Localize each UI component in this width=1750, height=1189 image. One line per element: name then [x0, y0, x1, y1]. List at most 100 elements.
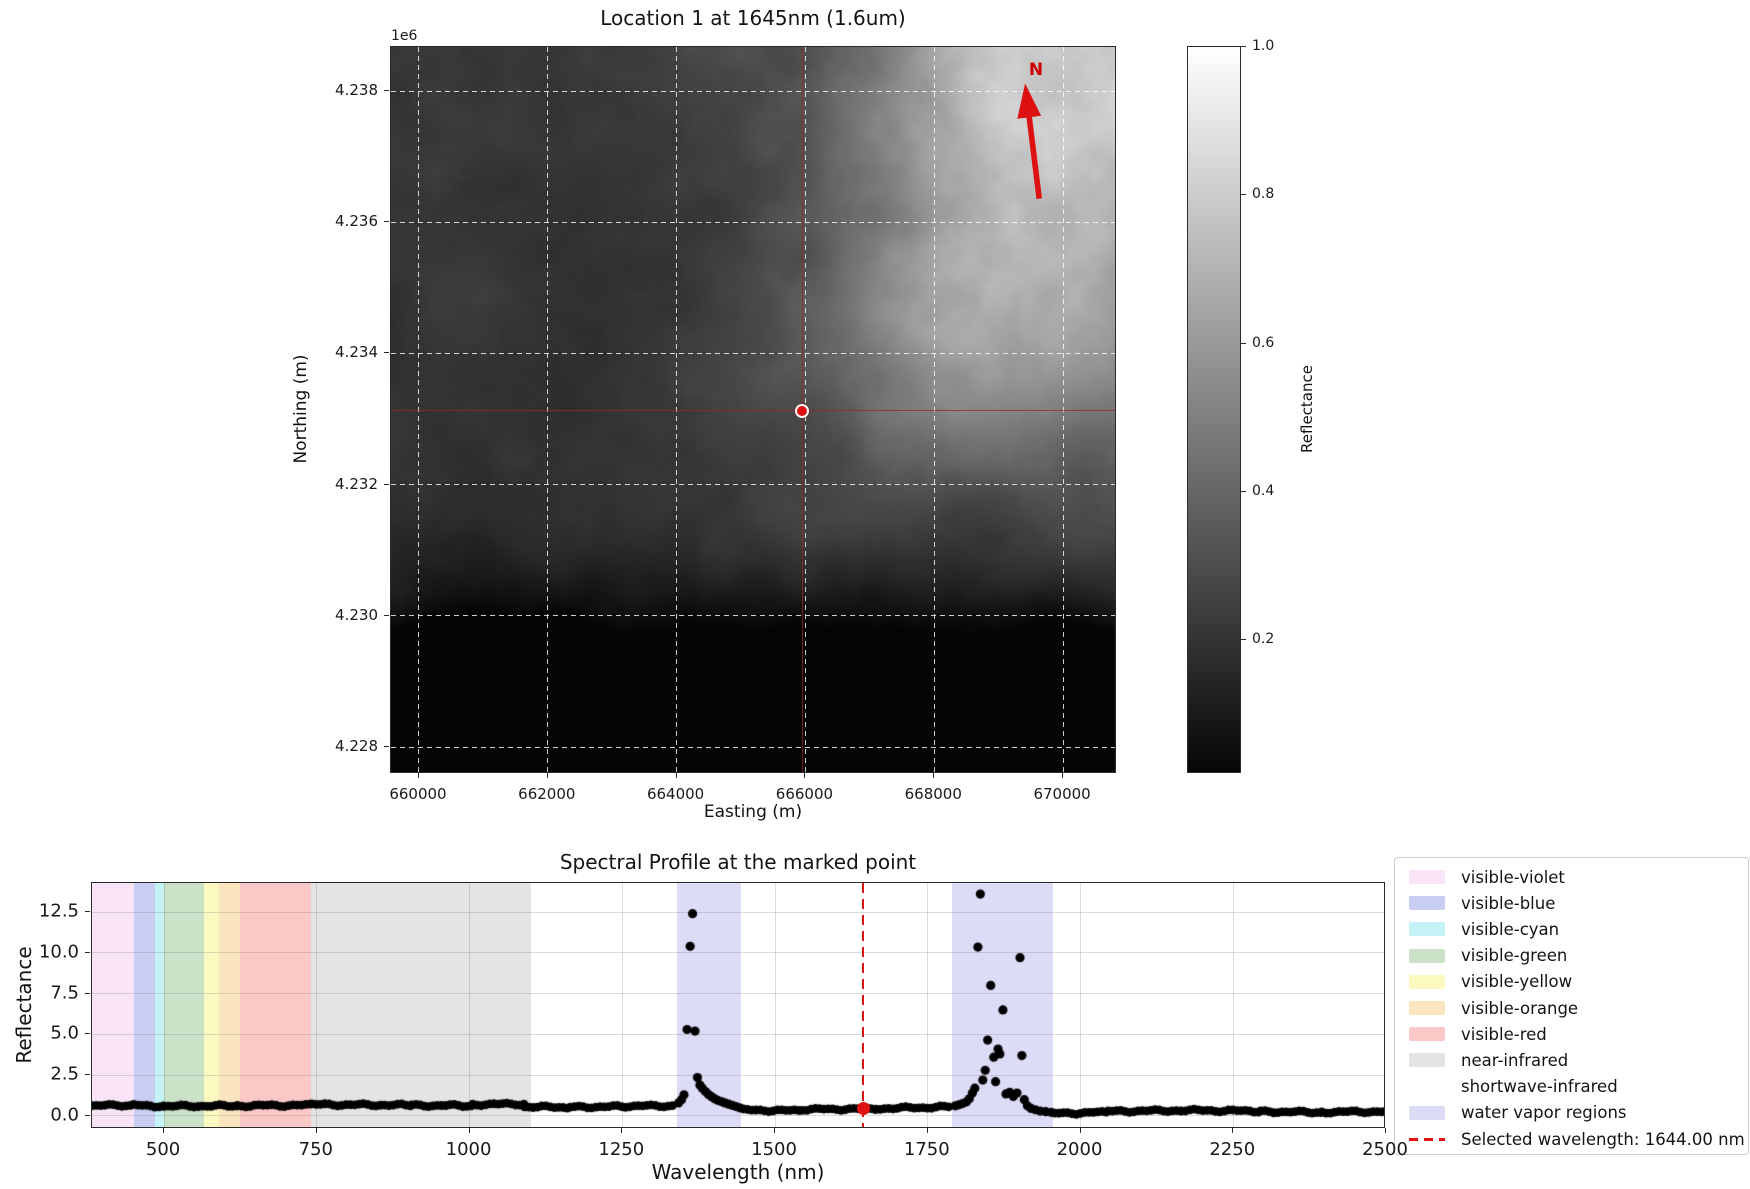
map-x-tickmark: [546, 773, 548, 778]
legend-item-label: shortwave-infrared: [1461, 1077, 1618, 1097]
grayscale-reflectance-image[interactable]: [391, 47, 1115, 772]
colorbar-tick-label: 1.0: [1252, 38, 1275, 54]
legend-color-swatch: [1409, 896, 1445, 911]
spectral-x-tickmark: [1079, 1128, 1081, 1133]
reflectance-colorbar: [1187, 46, 1241, 773]
spectral-ylabel: Reflectance: [12, 946, 36, 1064]
legend-color-swatch: [1409, 1105, 1445, 1120]
legend-item-label: near-infrared: [1461, 1050, 1569, 1070]
spectral-x-tickmark: [315, 1128, 317, 1133]
map-y-tickmark: [384, 90, 389, 92]
spectral-x-tickmark: [621, 1128, 623, 1133]
spectral-y-tickmark: [85, 1074, 90, 1076]
map-x-tickmark: [417, 773, 419, 778]
legend-item-label: visible-cyan: [1461, 919, 1560, 939]
map-y-tick-label: 4.238: [335, 81, 378, 100]
map-y-tick-label: 4.228: [335, 737, 378, 756]
legend-item: visible-red: [1409, 1023, 1547, 1045]
colorbar-label: Reflectance: [1298, 365, 1316, 453]
colorbar-tickmark: [1241, 491, 1246, 493]
spectral-plot-area[interactable]: [91, 882, 1385, 1128]
spectral-y-tick-label: 2.5: [50, 1063, 79, 1085]
map-axis-offset-label: 1e6: [391, 28, 418, 44]
legend-item-label: Selected wavelength: 1644.00 nm: [1461, 1129, 1745, 1149]
legend-color-swatch: [1409, 1001, 1445, 1015]
spectral-x-tick-label: 1750: [903, 1139, 950, 1160]
map-gridline-horizontal: [391, 221, 1115, 223]
map-x-tickmark: [675, 773, 677, 778]
spectral-y-tick-label: 10.0: [38, 941, 79, 963]
legend-item-label: visible-violet: [1461, 867, 1565, 887]
selected-wavelength-marker[interactable]: [856, 1102, 870, 1116]
map-x-tick-label: 662000: [518, 785, 576, 803]
marked-point-crosshair-horizontal: [391, 410, 1115, 411]
colorbar-tick-label: 0.8: [1252, 186, 1275, 203]
north-arrow-head: [1017, 83, 1042, 119]
legend-color-swatch: [1409, 1053, 1445, 1068]
spectral-y-tick-label: 5.0: [50, 1022, 79, 1044]
map-gridline-vertical: [676, 47, 678, 772]
map-y-tickmark: [384, 483, 389, 485]
map-gridline-vertical: [1062, 47, 1064, 772]
legend-color-swatch: [1409, 948, 1445, 963]
legend-item: visible-orange: [1409, 997, 1578, 1019]
spectral-legend: visible-violet visible-blue visible-cyan vi…: [1394, 857, 1749, 1155]
colorbar-tick-label: 0.4: [1252, 483, 1275, 500]
map-y-tickmark: [384, 221, 389, 223]
map-x-tickmark: [804, 773, 806, 778]
north-label: N: [1029, 60, 1043, 80]
map-y-tickmark: [384, 352, 389, 354]
map-image-panel[interactable]: N: [390, 46, 1116, 773]
spectral-x-tickmark: [163, 1128, 165, 1133]
legend-dashed-line-swatch: [1409, 1137, 1445, 1141]
legend-item: visible-blue: [1409, 892, 1555, 914]
legend-item-label: visible-orange: [1461, 998, 1579, 1018]
map-gridline-vertical: [418, 47, 420, 772]
map-gridline-horizontal: [391, 90, 1115, 92]
map-gridline-vertical: [933, 47, 935, 772]
map-gridline-horizontal: [391, 746, 1115, 748]
colorbar-tickmark: [1241, 194, 1246, 196]
spectral-y-tick-label: 7.5: [50, 982, 79, 1004]
legend-color-swatch: [1409, 870, 1445, 884]
spectral-x-tickmark: [926, 1128, 928, 1133]
spectral-x-tickmark: [468, 1128, 470, 1133]
spectrum-scatter-points: [92, 883, 1384, 1127]
map-gridline-vertical: [547, 47, 549, 772]
legend-item-label: visible-red: [1461, 1024, 1547, 1044]
legend-item: shortwave-infrared: [1409, 1076, 1618, 1098]
legend-item-label: visible-blue: [1461, 893, 1556, 913]
spectral-x-tick-label: 2250: [1209, 1139, 1256, 1160]
map-x-tickmark: [933, 773, 935, 778]
spectral-x-tick-label: 1000: [445, 1139, 492, 1160]
map-x-tick-label: 664000: [646, 785, 705, 803]
spectral-y-tickmark: [85, 1114, 90, 1116]
spectral-y-tickmark: [85, 992, 90, 994]
spectral-x-tick-label: 2500: [1362, 1139, 1408, 1160]
map-y-tickmark: [384, 746, 389, 748]
map-ylabel: Northing (m): [291, 354, 311, 464]
spectral-xlabel: Wavelength (nm): [651, 1160, 825, 1184]
spectral-x-tick-label: 1250: [598, 1139, 645, 1160]
spectral-x-tick-label: 2000: [1056, 1139, 1103, 1160]
north-arrow: N: [1017, 60, 1043, 199]
spectral-x-tickmark: [1385, 1128, 1386, 1133]
map-y-tick-label: 4.230: [335, 605, 378, 624]
map-x-tick-label: 670000: [1033, 785, 1091, 803]
colorbar-tick-label: 0.6: [1252, 334, 1275, 351]
legend-color-swatch: [1409, 974, 1445, 989]
spectral-y-tickmark: [85, 1033, 90, 1035]
legend-item: Selected wavelength: 1644.00 nm: [1409, 1128, 1745, 1150]
map-title: Location 1 at 1645nm (1.6um): [600, 6, 906, 30]
marked-point-marker[interactable]: [795, 403, 810, 418]
map-gridline-horizontal: [391, 352, 1115, 354]
legend-color-swatch: [1409, 1027, 1445, 1042]
colorbar-tickmark: [1241, 46, 1246, 47]
legend-item: visible-yellow: [1409, 971, 1572, 993]
spectral-y-tick-label: 12.5: [38, 900, 79, 922]
spectral-title: Spectral Profile at the marked point: [559, 850, 917, 874]
spectral-y-tickmark: [85, 951, 90, 953]
colorbar-tickmark: [1241, 639, 1246, 641]
map-y-tick-label: 4.234: [335, 343, 378, 362]
legend-item: visible-violet: [1409, 866, 1565, 888]
